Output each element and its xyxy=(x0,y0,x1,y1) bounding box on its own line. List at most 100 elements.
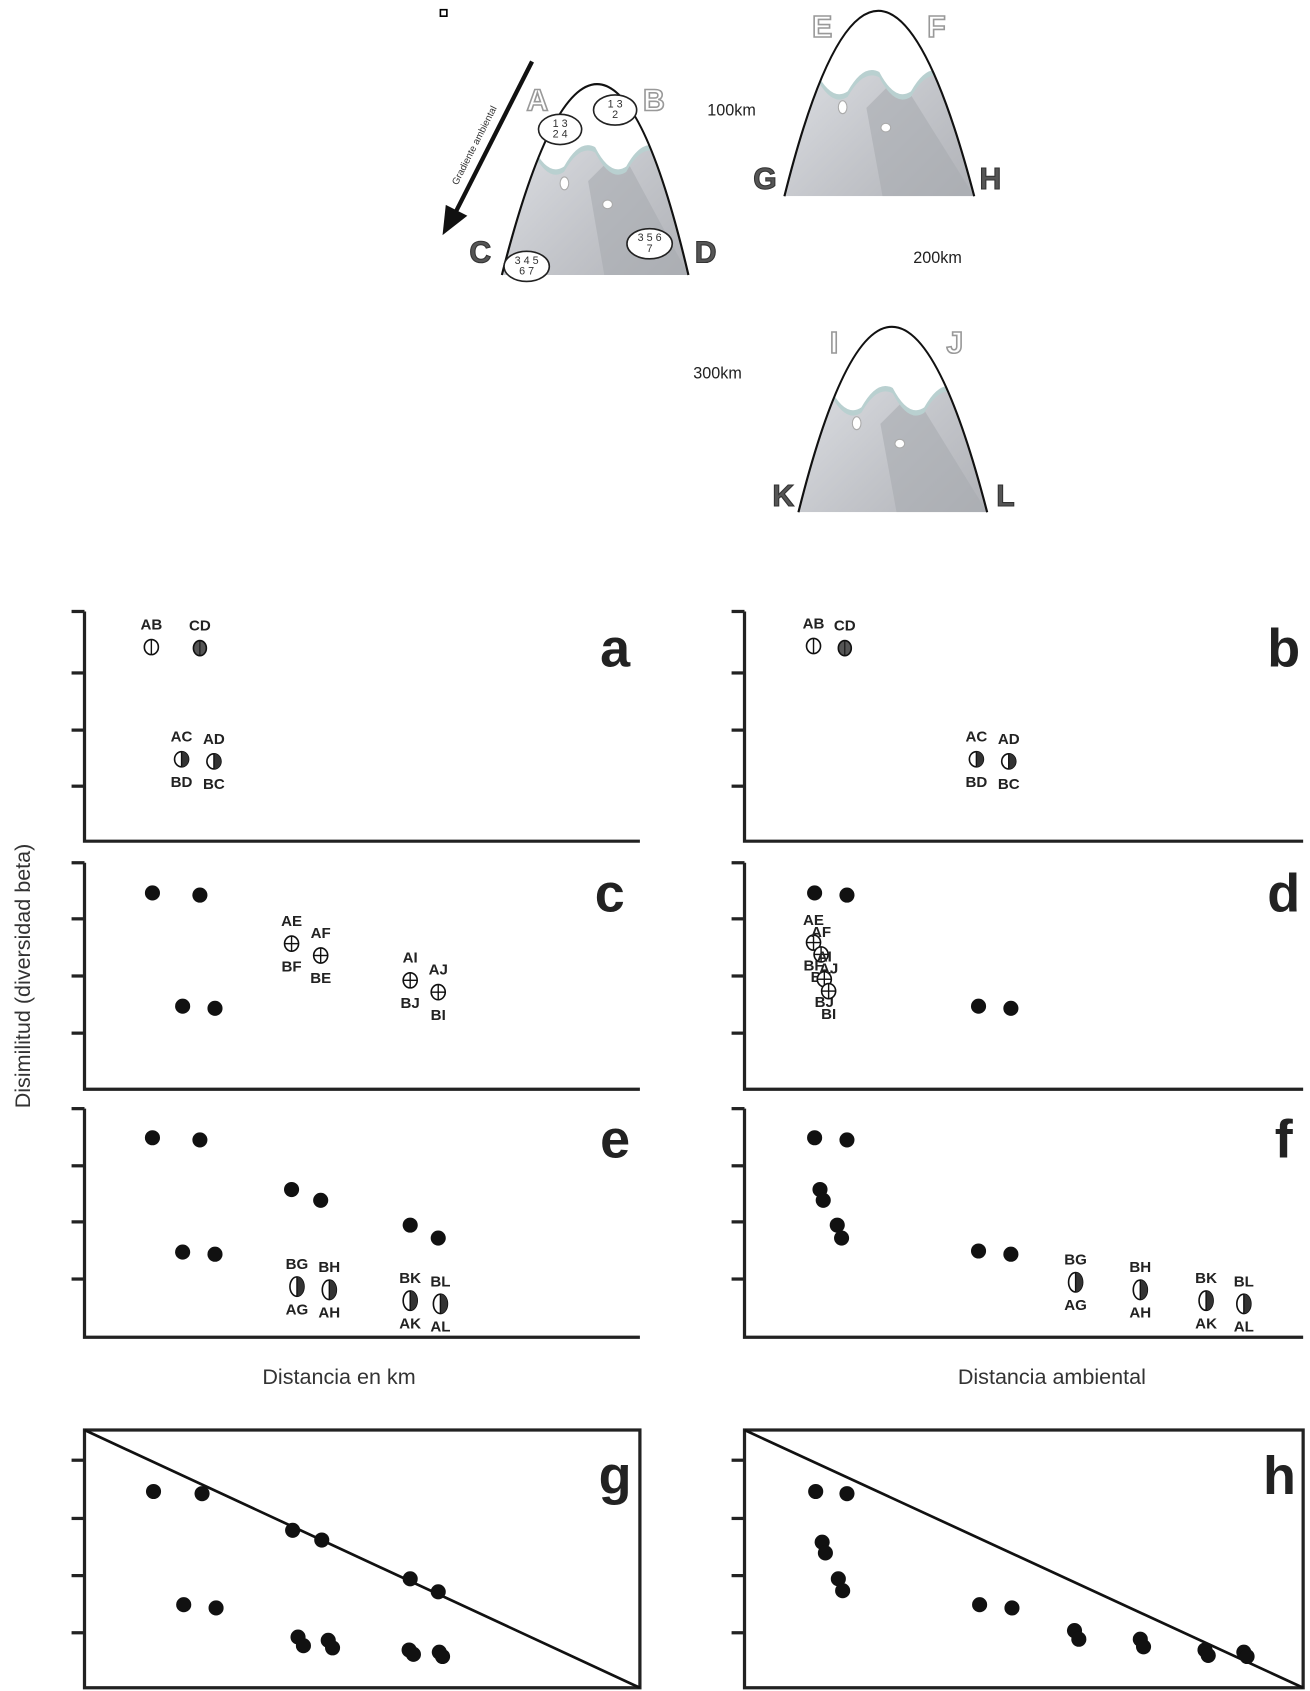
point-label: AG xyxy=(286,1301,309,1318)
point-label: BH xyxy=(318,1259,340,1276)
x-axis-label: Distancia en km xyxy=(262,1364,415,1389)
point-label: AB xyxy=(140,616,162,633)
oval-text: 7 xyxy=(647,243,653,255)
point-label: AH xyxy=(318,1305,340,1322)
point xyxy=(406,1647,421,1662)
point xyxy=(207,1001,222,1016)
panel-letter: g xyxy=(599,1446,632,1506)
point xyxy=(830,1218,845,1233)
point xyxy=(431,1584,446,1599)
point xyxy=(835,1583,850,1598)
point xyxy=(209,1600,224,1615)
site-label: H xyxy=(979,163,1001,196)
point-label: AL xyxy=(1234,1319,1254,1336)
point xyxy=(403,1218,418,1233)
point-label: BC xyxy=(203,776,225,793)
point xyxy=(1071,1632,1086,1647)
rock xyxy=(603,200,613,209)
point-label: AB xyxy=(803,615,825,632)
point-label: BH xyxy=(1129,1259,1151,1276)
point-label: BE xyxy=(310,970,331,987)
trend-line xyxy=(85,1430,640,1688)
point xyxy=(807,885,822,900)
point xyxy=(1201,1648,1216,1663)
point-label: BJ xyxy=(401,995,420,1012)
point xyxy=(839,1486,854,1501)
point-label: AF xyxy=(811,924,831,941)
site-label: F xyxy=(927,11,945,44)
point xyxy=(176,1597,191,1612)
figure: ABCDEFGHIJKL1 32 41 323 4 56 73 5 67Grad… xyxy=(0,0,1310,1691)
panel-letter: f xyxy=(1275,1109,1294,1169)
point xyxy=(314,1532,329,1547)
point xyxy=(195,1486,210,1501)
point-label: AC xyxy=(965,729,987,746)
rock xyxy=(852,417,861,430)
point-label: BI xyxy=(821,1006,836,1023)
point-label: AG xyxy=(1064,1297,1087,1314)
x-axis-label: Distancia ambiental xyxy=(958,1364,1146,1389)
panel-letter: d xyxy=(1267,864,1300,924)
point xyxy=(818,1545,833,1560)
oval-text: 2 xyxy=(612,109,618,121)
point xyxy=(1240,1649,1255,1664)
point xyxy=(296,1638,311,1653)
point xyxy=(284,1182,299,1197)
point-label: BK xyxy=(399,1270,421,1287)
point-label: AH xyxy=(1129,1305,1151,1322)
point xyxy=(145,885,160,900)
point-label: CD xyxy=(189,618,211,635)
panel-letter: c xyxy=(595,864,625,924)
point-label: BG xyxy=(1064,1252,1087,1269)
point-label: AK xyxy=(399,1315,421,1332)
point-label: BL xyxy=(1234,1273,1254,1290)
point-label: AK xyxy=(1195,1315,1217,1332)
distance-label: 300km xyxy=(693,364,742,382)
site-label: L xyxy=(996,480,1014,513)
rock xyxy=(895,439,905,448)
point xyxy=(1136,1639,1151,1654)
point xyxy=(972,1597,987,1612)
y-axis-label: Disimilitud (diversidad beta) xyxy=(10,844,35,1109)
distance-label: 200km xyxy=(913,249,962,267)
point xyxy=(839,888,854,903)
point xyxy=(325,1640,340,1655)
point xyxy=(435,1649,450,1664)
point xyxy=(834,1231,849,1246)
point-label: CD xyxy=(834,618,856,635)
point-label: AI xyxy=(403,950,418,967)
point xyxy=(431,1231,446,1246)
site-label: B xyxy=(643,84,665,117)
point xyxy=(403,1571,418,1586)
site-label: J xyxy=(946,327,963,360)
axes xyxy=(85,863,640,1089)
mountain xyxy=(788,316,999,512)
point-label: BD xyxy=(965,774,987,791)
axes xyxy=(85,1109,640,1338)
point-label: AJ xyxy=(819,961,838,978)
point xyxy=(839,1132,854,1147)
oval-text: 6 7 xyxy=(519,266,534,278)
site-label: G xyxy=(753,163,776,196)
point-label: AE xyxy=(281,913,302,930)
point-label: AD xyxy=(998,731,1020,748)
point xyxy=(145,1130,160,1145)
point xyxy=(808,1484,823,1499)
point xyxy=(971,999,986,1014)
panel-letter: a xyxy=(600,619,631,679)
point-label: BI xyxy=(431,1007,446,1024)
marker xyxy=(440,10,446,16)
panel-letter: e xyxy=(600,1109,630,1169)
point-label: BL xyxy=(430,1273,450,1290)
point xyxy=(1003,1247,1018,1262)
rock xyxy=(838,101,847,114)
point-label: AF xyxy=(311,925,331,942)
point-label: BC xyxy=(998,776,1020,793)
point xyxy=(285,1523,300,1538)
point-label: BK xyxy=(1195,1270,1217,1287)
panel-letter: h xyxy=(1263,1446,1296,1506)
site-label: C xyxy=(469,236,491,269)
point xyxy=(192,1132,207,1147)
point xyxy=(146,1484,161,1499)
point-label: AL xyxy=(430,1319,450,1336)
